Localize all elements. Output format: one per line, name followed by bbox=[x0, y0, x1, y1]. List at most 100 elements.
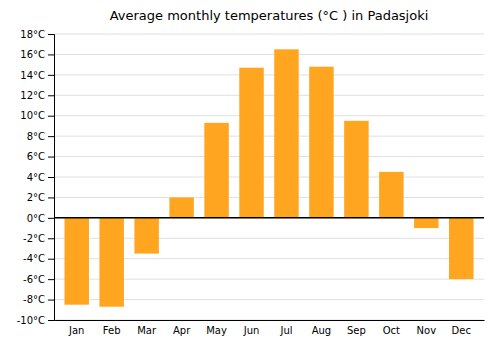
y-tick-label: -6°C bbox=[23, 274, 45, 285]
bar bbox=[64, 218, 88, 305]
x-tick-label: Aug bbox=[312, 325, 332, 336]
y-tick-label: 8°C bbox=[27, 131, 45, 142]
y-tick-label: 12°C bbox=[20, 90, 45, 101]
x-tick: Jul bbox=[279, 325, 292, 336]
y-tick-label: 18°C bbox=[20, 29, 45, 40]
x-tick-label: Oct bbox=[383, 325, 400, 336]
y-tick-mark bbox=[48, 238, 54, 239]
y-tick: 2°C bbox=[27, 192, 54, 203]
y-tick-mark bbox=[48, 136, 54, 137]
x-tick-label: Dec bbox=[452, 325, 471, 336]
plot-area bbox=[64, 49, 473, 306]
x-tick-label: Mar bbox=[137, 325, 157, 336]
y-tick: 12°C bbox=[20, 90, 54, 101]
y-tick-mark bbox=[48, 197, 54, 198]
y-tick: 8°C bbox=[27, 131, 54, 142]
y-tick: 4°C bbox=[27, 172, 54, 183]
y-tick: -6°C bbox=[23, 274, 54, 285]
x-tick: Jan bbox=[68, 325, 84, 336]
x-tick-label: Jan bbox=[68, 325, 84, 336]
grid-line bbox=[54, 74, 484, 75]
y-tick-label: -2°C bbox=[23, 233, 45, 244]
grid-line bbox=[54, 136, 484, 137]
y-tick-mark bbox=[48, 116, 54, 117]
y-tick-mark bbox=[48, 157, 54, 158]
y-tick-label: 14°C bbox=[20, 70, 45, 81]
x-tick: Dec bbox=[452, 325, 471, 336]
y-tick-mark bbox=[48, 218, 54, 219]
y-tick: -2°C bbox=[23, 233, 54, 244]
y-tick-label: 2°C bbox=[27, 192, 45, 203]
x-tick: Oct bbox=[383, 325, 400, 336]
grid-line bbox=[54, 95, 484, 96]
y-tick: 6°C bbox=[27, 151, 54, 162]
y-tick-label: 4°C bbox=[27, 172, 45, 183]
y-tick-mark bbox=[48, 75, 54, 76]
x-tick-label: May bbox=[206, 325, 227, 336]
x-tick: Feb bbox=[103, 325, 121, 336]
y-tick-mark bbox=[48, 95, 54, 96]
bar bbox=[204, 123, 228, 218]
bar bbox=[344, 121, 368, 218]
bar bbox=[274, 49, 298, 218]
y-tick: 18°C bbox=[20, 29, 54, 40]
x-tick-label: Apr bbox=[173, 325, 191, 336]
x-tick: May bbox=[206, 325, 227, 336]
y-tick-label: -10°C bbox=[17, 315, 45, 326]
y-tick-label: 0°C bbox=[27, 213, 45, 224]
bar bbox=[134, 218, 158, 254]
x-tick: Jun bbox=[243, 325, 260, 336]
x-tick: Aug bbox=[312, 325, 332, 336]
x-tick-label: Nov bbox=[417, 325, 437, 336]
y-tick-mark bbox=[48, 34, 54, 35]
grid-line bbox=[54, 34, 484, 35]
y-tick-mark bbox=[48, 54, 54, 55]
x-tick-label: Jun bbox=[243, 325, 260, 336]
y-tick-mark bbox=[48, 259, 54, 260]
y-tick-label: 6°C bbox=[27, 151, 45, 162]
y-tick: -4°C bbox=[23, 253, 54, 264]
grid-line bbox=[54, 115, 484, 116]
x-tick: Nov bbox=[417, 325, 437, 336]
title: Average monthly temperatures (°C ) in Pa… bbox=[110, 8, 429, 23]
y-axis-line bbox=[48, 35, 55, 321]
grid-line bbox=[54, 217, 484, 218]
x-tick-label: Feb bbox=[103, 325, 121, 336]
y-tick-mark bbox=[48, 279, 54, 280]
x-tick: Sep bbox=[347, 325, 366, 336]
grid-line bbox=[54, 54, 484, 55]
x-tick-label: Jul bbox=[279, 325, 292, 336]
y-tick-label: -8°C bbox=[23, 294, 45, 305]
grid-line bbox=[54, 197, 484, 198]
x-tick: Mar bbox=[137, 325, 157, 336]
bar bbox=[99, 218, 123, 307]
y-tick: 10°C bbox=[20, 110, 54, 121]
bar bbox=[239, 68, 263, 218]
y-axis: -10°C -8°C -6°C -4°C -2°C 0°C 2°C 4°C 6°C 8°C 10°C… bbox=[17, 29, 55, 326]
bar bbox=[449, 218, 473, 279]
y-tick: 0°C bbox=[27, 213, 54, 224]
x-tick-label: Sep bbox=[347, 325, 366, 336]
x-axis: Jan Feb Mar Apr May Jun Jul Aug Sep Oct Nov Dec bbox=[55, 321, 485, 337]
bar bbox=[414, 218, 438, 228]
y-tick-mark bbox=[48, 300, 54, 301]
zero-line bbox=[54, 217, 484, 219]
bar bbox=[379, 172, 403, 218]
grid-line bbox=[54, 156, 484, 157]
y-tick-mark bbox=[48, 177, 54, 178]
y-tick-mark bbox=[48, 320, 54, 321]
y-tick: -8°C bbox=[23, 294, 54, 305]
chart: -10°C -8°C -6°C -4°C -2°C 0°C 2°C 4°C 6°C 8°C 10°C… bbox=[0, 0, 500, 350]
y-tick: 16°C bbox=[20, 49, 54, 60]
bar bbox=[309, 67, 333, 218]
grid-line bbox=[54, 177, 484, 178]
y-tick: 14°C bbox=[20, 70, 54, 81]
y-tick-label: 16°C bbox=[20, 49, 45, 60]
x-tick: Apr bbox=[173, 325, 191, 336]
y-tick-label: -4°C bbox=[23, 253, 45, 264]
grid bbox=[54, 34, 484, 320]
y-tick-label: 10°C bbox=[20, 110, 45, 121]
grid-line bbox=[54, 320, 484, 321]
bar bbox=[169, 197, 193, 217]
y-tick: -10°C bbox=[17, 315, 54, 326]
